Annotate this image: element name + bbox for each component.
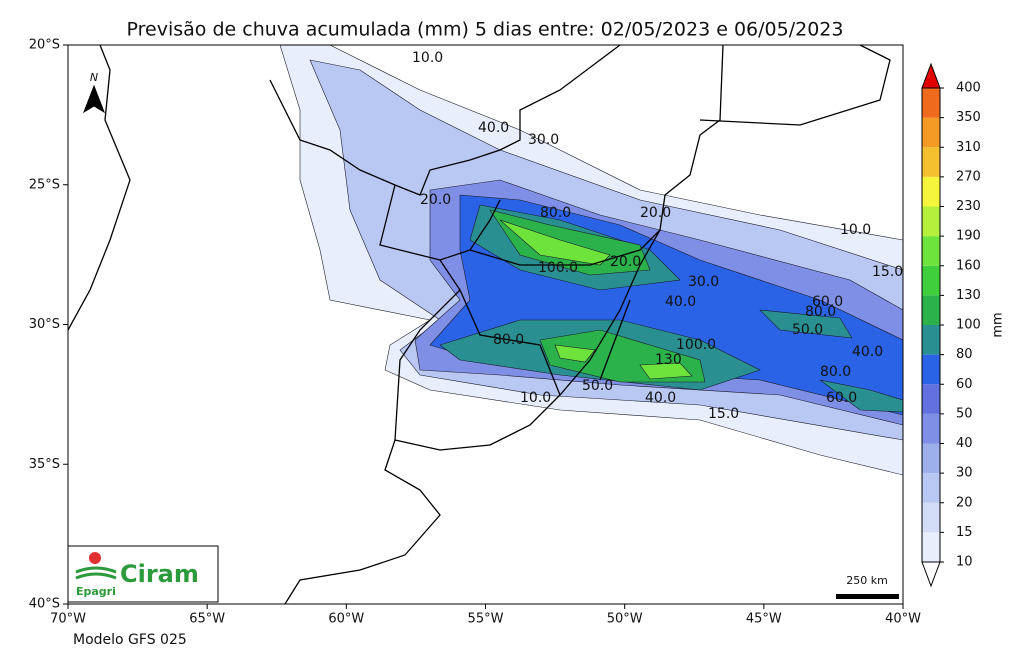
colorbar-label: 400 bbox=[956, 81, 981, 96]
contour-label: 50.0 bbox=[582, 378, 613, 394]
colorbar-over bbox=[921, 62, 941, 89]
contour-label: 80.0 bbox=[540, 205, 571, 221]
contour-label: 10.0 bbox=[412, 50, 443, 66]
contour-label: 40.0 bbox=[665, 294, 696, 310]
colorbar-bin bbox=[922, 443, 940, 474]
lon-axis: 70°W 65°W 60°W 55°W 50°W 45°W 40°W bbox=[50, 604, 921, 627]
north-arrow bbox=[83, 84, 105, 114]
contour-label: 20.0 bbox=[610, 254, 641, 270]
colorbar-title: mm bbox=[991, 312, 1006, 337]
lon-label: 40°W bbox=[885, 612, 921, 627]
scale-label: 250 km bbox=[846, 574, 888, 587]
colorbar-bin bbox=[922, 88, 940, 118]
colorbar-bin bbox=[922, 206, 940, 237]
contour-label: 20.0 bbox=[640, 205, 671, 221]
lat-axis: 20°S 25°S 30°S 35°S 40°S bbox=[29, 38, 68, 612]
colorbar-bin bbox=[922, 117, 940, 148]
colorbar-bin bbox=[922, 502, 940, 533]
contour-label: 40.0 bbox=[478, 120, 509, 136]
north-label: N bbox=[90, 71, 98, 84]
colorbar-label: 190 bbox=[956, 229, 981, 244]
rain-area bbox=[759, 309, 853, 339]
contour-label: 40.0 bbox=[645, 390, 676, 406]
border bbox=[68, 45, 891, 441]
colorbar-label: 30 bbox=[956, 466, 973, 481]
colorbar-bin bbox=[922, 413, 940, 444]
colorbar-label: 130 bbox=[956, 288, 981, 303]
colorbar-label: 160 bbox=[956, 258, 981, 273]
map-area bbox=[68, 45, 903, 604]
rain-area bbox=[819, 379, 903, 413]
contour-label: 10.0 bbox=[840, 222, 871, 238]
lon-label: 50°W bbox=[607, 612, 643, 627]
colorbar-bin bbox=[922, 384, 940, 414]
contour-label: 10.0 bbox=[520, 390, 551, 406]
lat-label: 25°S bbox=[29, 177, 60, 192]
lat-label: 20°S bbox=[29, 38, 60, 53]
lon-label: 45°W bbox=[746, 612, 782, 627]
contour-label: 20.0 bbox=[420, 192, 451, 208]
logo-org: Epagri bbox=[76, 585, 116, 598]
colorbar-under bbox=[921, 561, 941, 588]
lon-label: 70°W bbox=[50, 612, 86, 627]
contour-label: 30.0 bbox=[688, 274, 719, 290]
colorbar-label: 15 bbox=[956, 525, 973, 540]
footer-model: Modelo GFS 025 bbox=[73, 632, 187, 648]
colorbar-label: 350 bbox=[956, 110, 981, 125]
rain-area bbox=[639, 362, 693, 380]
colorbar-bin bbox=[922, 473, 940, 503]
colorbar-bin bbox=[922, 176, 940, 207]
contour-label: 30.0 bbox=[528, 132, 559, 148]
contour-label: 15.0 bbox=[872, 264, 903, 280]
colorbar-label: 10 bbox=[956, 555, 973, 570]
lon-label: 65°W bbox=[189, 612, 225, 627]
colorbar-bin bbox=[922, 354, 940, 385]
lon-label: 55°W bbox=[468, 612, 504, 627]
colorbar-bin bbox=[922, 236, 940, 266]
lon-label: 60°W bbox=[328, 612, 364, 627]
colorbar-label: 60 bbox=[956, 377, 973, 392]
colorbar-label: 230 bbox=[956, 199, 981, 214]
lat-label: 35°S bbox=[29, 457, 60, 472]
colorbar-bin bbox=[922, 295, 940, 325]
contour-label: 100.0 bbox=[538, 260, 578, 276]
rain-area bbox=[554, 344, 596, 363]
contour-label: 80.0 bbox=[820, 364, 851, 380]
logo-mark bbox=[75, 566, 117, 580]
colorbar-bin bbox=[922, 325, 940, 355]
logo-name: Ciram bbox=[120, 560, 199, 588]
colorbar-bin bbox=[922, 265, 940, 296]
colorbar-label: 310 bbox=[956, 140, 981, 155]
contour-label: 130 bbox=[655, 352, 682, 368]
colorbar: 10 15 20 30 40 50 60 80 100 130 160 190 230 270 310 350… bbox=[921, 62, 1006, 588]
colorbar-bin bbox=[922, 147, 940, 177]
contour-label: 60.0 bbox=[826, 390, 857, 406]
contour-label: 60.0 bbox=[812, 294, 843, 310]
colorbar-label: 100 bbox=[956, 318, 981, 333]
logo-sun bbox=[89, 552, 101, 564]
contour-label: 80.0 bbox=[493, 332, 524, 348]
contour-label: 50.0 bbox=[792, 322, 823, 338]
lat-label: 40°S bbox=[29, 597, 60, 612]
scale-bar bbox=[836, 594, 899, 599]
colorbar-label: 20 bbox=[956, 495, 973, 510]
contour-label: 15.0 bbox=[708, 406, 739, 422]
contour-labels: 10.0 40.0 30.0 20.0 20.0 80.0 20.0 10.0 … bbox=[412, 50, 903, 422]
coastline bbox=[284, 45, 724, 604]
colorbar-label: 80 bbox=[956, 347, 973, 362]
colorbar-label: 40 bbox=[956, 436, 973, 451]
contour-label: 100.0 bbox=[676, 337, 716, 353]
title: Previsão de chuva acumulada (mm) 5 dias … bbox=[127, 19, 844, 41]
contour-label: 80.0 bbox=[805, 304, 836, 320]
lat-label: 30°S bbox=[29, 317, 60, 332]
colorbar-label: 50 bbox=[956, 406, 973, 421]
contour-label: 40.0 bbox=[852, 344, 883, 360]
colorbar-label: 270 bbox=[956, 169, 981, 184]
colorbar-bin bbox=[922, 532, 940, 562]
